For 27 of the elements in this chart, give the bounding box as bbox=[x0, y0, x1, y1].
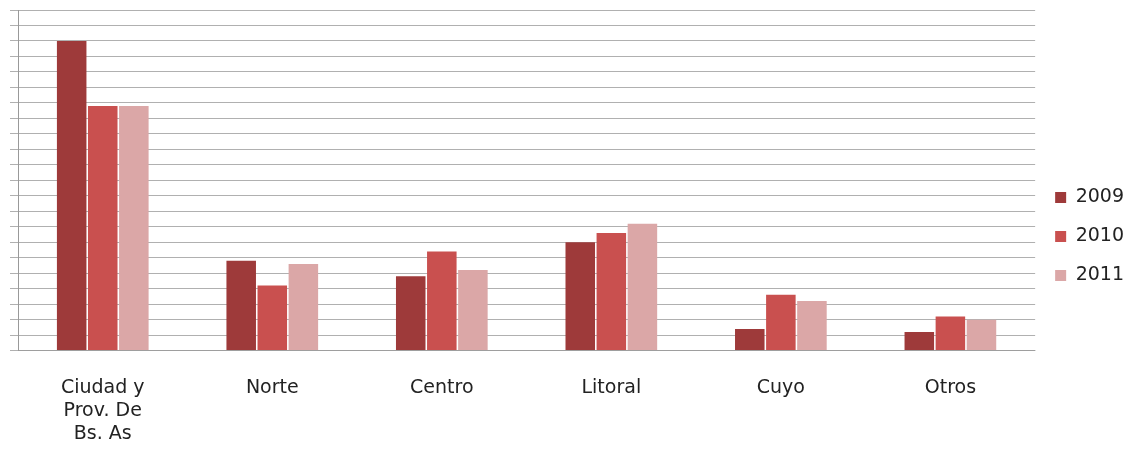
bar bbox=[935, 316, 966, 351]
x-tick-label: Ciudad y Prov. De Bs. As bbox=[60, 374, 145, 443]
bar bbox=[565, 242, 596, 351]
bar bbox=[226, 260, 256, 351]
bar bbox=[288, 263, 319, 351]
bar bbox=[119, 105, 149, 351]
bar bbox=[458, 270, 488, 351]
bar bbox=[904, 332, 935, 351]
x-tick-label: Litoral bbox=[581, 374, 642, 397]
x-tick-label: Otros bbox=[924, 374, 977, 397]
bar bbox=[735, 328, 765, 351]
x-tick-label: Centro bbox=[410, 374, 474, 397]
legend-label: 2011 bbox=[1075, 262, 1125, 285]
legend-label: 2010 bbox=[1075, 223, 1125, 246]
bar bbox=[596, 232, 627, 351]
bar bbox=[257, 285, 288, 351]
x-tick-label: Norte bbox=[245, 374, 299, 397]
bar bbox=[88, 105, 118, 351]
bar bbox=[797, 301, 827, 351]
x-tick-label: Cuyo bbox=[756, 374, 805, 397]
bar bbox=[395, 276, 426, 351]
bar bbox=[427, 251, 457, 351]
bar bbox=[627, 223, 658, 351]
bar bbox=[56, 40, 87, 351]
legend-label: 2009 bbox=[1075, 184, 1125, 207]
bar bbox=[966, 319, 997, 351]
bar bbox=[766, 294, 796, 351]
